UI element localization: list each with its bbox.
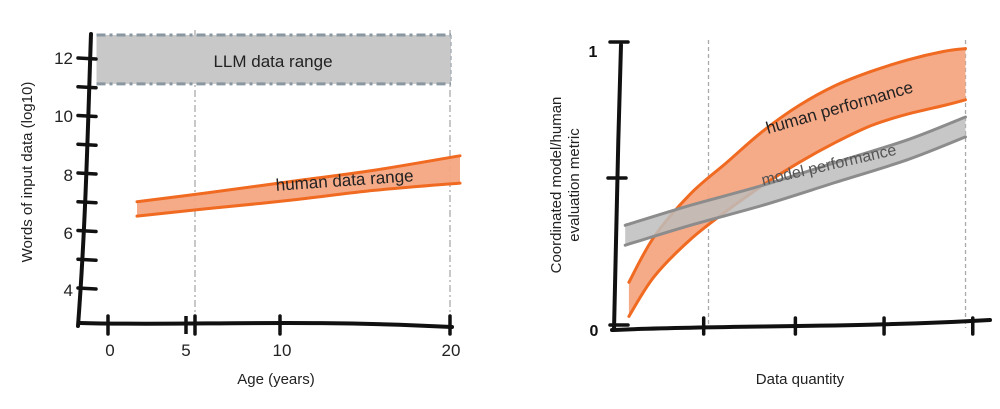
left-ytick-label: 8 <box>64 166 73 185</box>
left-ytick-labels: 4 6 8 10 12 <box>54 49 73 300</box>
left-ytick <box>76 85 98 90</box>
left-y-axis-label: Words of input data (log10) <box>19 82 36 263</box>
right-chart: human performance model performance 1 0 … <box>548 40 992 388</box>
human-performance-lower-edge <box>627 98 967 318</box>
left-chart: LLM data range human data range 0 5 10 2… <box>19 30 462 388</box>
left-y-axis <box>76 32 93 328</box>
left-ytick-label: 6 <box>64 224 73 243</box>
left-ytick <box>76 56 98 61</box>
left-ytick <box>76 113 98 119</box>
left-xtick-label: 10 <box>273 341 292 360</box>
left-ytick <box>76 142 98 147</box>
left-ytick-label: 10 <box>54 107 73 126</box>
left-ytick-label: 12 <box>54 49 73 68</box>
right-ytick-label-top: 1 <box>589 44 598 61</box>
right-x-axis-label: Data quantity <box>756 371 845 388</box>
llm-data-range-band <box>96 35 451 84</box>
left-ytick <box>76 257 98 262</box>
left-x-axis-label: Age (years) <box>237 371 315 388</box>
right-ticks <box>606 40 975 336</box>
left-bands <box>96 33 462 218</box>
left-xtick-labels: 0 5 10 20 <box>105 341 460 360</box>
right-y-axis-label-line2: evaluation metric <box>566 128 583 242</box>
left-xtick-label: 5 <box>181 341 190 360</box>
human-band-lower-edge <box>135 181 462 218</box>
model-performance-lower-edge <box>623 135 967 247</box>
right-ytick-label-bottom: 0 <box>590 323 599 340</box>
left-xtick-label: 0 <box>105 341 114 360</box>
llm-band-label: LLM data range <box>213 52 332 71</box>
right-y-axis <box>612 43 623 332</box>
left-ytick <box>76 286 98 291</box>
left-xtick-label: 20 <box>442 341 461 360</box>
right-bands <box>623 47 967 318</box>
right-y-axis-label-line1: Coordinated model/human <box>548 97 565 274</box>
model-performance-upper-edge <box>623 115 967 227</box>
left-ytick-label: 4 <box>64 281 73 300</box>
human-performance-upper-edge <box>627 47 967 284</box>
left-ytick <box>76 228 98 234</box>
left-ytick <box>76 171 98 176</box>
human-band-upper-edge <box>135 154 462 204</box>
left-ticks <box>76 56 452 336</box>
left-x-axis <box>78 321 454 329</box>
right-x-axis <box>610 318 992 332</box>
left-ytick <box>76 200 98 205</box>
human-performance-band <box>628 48 966 317</box>
